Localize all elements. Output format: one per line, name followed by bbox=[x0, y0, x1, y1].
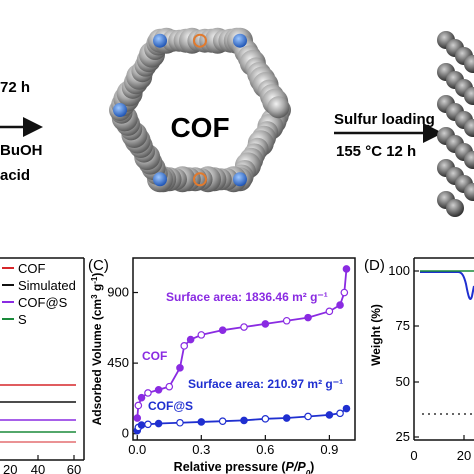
cofs-atom bbox=[464, 55, 474, 73]
framework-atom bbox=[267, 96, 290, 119]
y-tick-label: 900 bbox=[107, 285, 129, 300]
vertex-atom bbox=[153, 33, 167, 48]
panel-d-xtick-0: 0 bbox=[410, 448, 417, 463]
series-label-cofs: COF@S bbox=[148, 399, 193, 413]
isotherm-point bbox=[240, 323, 248, 331]
condition-acid: acid bbox=[0, 167, 30, 184]
panel-b-ticks: 20 40 60 bbox=[3, 455, 81, 474]
isotherm-point bbox=[180, 342, 189, 350]
sulfur-conditions-label: 155 °C 12 h bbox=[336, 143, 416, 160]
isotherm-point bbox=[197, 418, 206, 426]
vertex-atom bbox=[233, 172, 247, 187]
isotherm-point bbox=[261, 320, 270, 328]
panel-d-label: (D) bbox=[364, 257, 385, 274]
surface-area-cofs: Surface area: 210.97 m² g⁻¹ bbox=[188, 377, 343, 391]
surface-area-cof: Surface area: 1836.46 m² g⁻¹ bbox=[166, 290, 328, 304]
panel-c-frame bbox=[132, 257, 356, 441]
x-tick-label: 0.6 bbox=[256, 442, 274, 457]
series-label-cof: COF bbox=[142, 349, 167, 363]
isotherm-point bbox=[176, 364, 184, 372]
cofs-atom bbox=[464, 119, 474, 137]
isotherm-point bbox=[218, 417, 227, 425]
condition-time: 72 h bbox=[0, 79, 30, 96]
y-tick-label: 0 bbox=[122, 426, 129, 441]
panel-d: (D) Weight (%) 100 75 50 25 0 20 bbox=[364, 257, 474, 463]
cof-pore bbox=[144, 54, 256, 166]
legend-simulated: Simulated bbox=[18, 278, 76, 293]
isotherm-point bbox=[134, 401, 143, 410]
isotherm-point bbox=[197, 331, 206, 339]
cofs-atom bbox=[464, 183, 474, 201]
condition-solvent: BuOH bbox=[0, 142, 43, 159]
panel-d-ytick-50: 50 bbox=[396, 374, 410, 389]
benzene-ring-highlight bbox=[193, 33, 207, 48]
legend-cofs: COF@S bbox=[18, 295, 68, 310]
isotherm-point bbox=[137, 393, 146, 402]
panel-b-tick-0: 20 bbox=[3, 462, 17, 474]
panel-c: (C) Adsorbed Volume (cm3 g-1) Relative p… bbox=[88, 257, 356, 474]
panel-d-ytick-100: 100 bbox=[388, 263, 410, 278]
x-tick-label: 0.9 bbox=[320, 442, 338, 457]
top-scheme: 72 h BuOH acid COF Sulfur loading 155 °C… bbox=[0, 27, 474, 217]
panel-b-tick-1: 40 bbox=[31, 462, 45, 474]
panel-c-label: (C) bbox=[88, 257, 109, 274]
isotherm-point bbox=[186, 335, 195, 344]
isotherm-point bbox=[137, 421, 146, 429]
panel-d-ylabel: Weight (%) bbox=[369, 304, 383, 366]
benzene-ring-highlight bbox=[193, 172, 207, 187]
isotherm-point bbox=[336, 409, 344, 418]
isotherm-point bbox=[342, 404, 351, 413]
panel-b: COF Simulated COF@S S 20 40 60 bbox=[0, 257, 85, 474]
isotherm-point bbox=[165, 382, 174, 391]
isotherm-point bbox=[282, 316, 291, 325]
vertex-atom bbox=[233, 33, 247, 48]
legend-cof: COF bbox=[18, 261, 46, 276]
panel-d-ytick-25: 25 bbox=[396, 429, 410, 444]
isotherm-point bbox=[325, 411, 334, 419]
isotherm-point bbox=[261, 415, 270, 423]
isotherm-point bbox=[154, 419, 163, 428]
vertex-atom bbox=[153, 172, 167, 187]
panel-c-xlabel: Relative pressure (P/P0) bbox=[174, 460, 315, 474]
sulfur-loading-label: Sulfur loading bbox=[334, 111, 435, 128]
isotherm-point bbox=[218, 326, 227, 334]
cof-label: COF bbox=[170, 112, 229, 143]
isotherm-point bbox=[154, 385, 163, 394]
isotherm-point bbox=[282, 414, 291, 422]
legend-s: S bbox=[18, 312, 27, 327]
cof-framework-spheres bbox=[109, 27, 291, 193]
panel-c-ylabel: Adsorbed Volume (cm3 g-1) bbox=[90, 273, 105, 426]
isotherm-point bbox=[340, 288, 349, 297]
panel-c-ticks: 0.0 0.3 0.6 0.9 0 450 900 bbox=[107, 285, 338, 457]
panel-d-ticks: 100 75 50 25 0 20 bbox=[388, 263, 471, 463]
tga-trace-cofs bbox=[420, 271, 474, 301]
cofs-atom bbox=[464, 151, 474, 169]
panel-d-xtick-20: 20 bbox=[457, 448, 471, 463]
x-tick-label: 0.0 bbox=[128, 442, 146, 457]
isotherm-point bbox=[144, 420, 152, 429]
cofs-model bbox=[437, 31, 474, 217]
panel-b-legend: COF Simulated COF@S S bbox=[2, 261, 76, 327]
vertex-atom bbox=[113, 103, 127, 117]
isotherm-point bbox=[304, 313, 312, 322]
isotherm-point bbox=[176, 418, 184, 427]
isotherm-point bbox=[342, 265, 351, 273]
panel-b-tick-2: 60 bbox=[67, 462, 81, 474]
cofs-atom bbox=[464, 87, 474, 105]
isotherm-point bbox=[325, 307, 334, 316]
isotherm-point bbox=[144, 389, 152, 397]
isotherm-point bbox=[133, 414, 142, 422]
isotherm-point bbox=[304, 412, 312, 421]
panel-d-ytick-75: 75 bbox=[396, 318, 410, 333]
panel-c-plot bbox=[133, 265, 351, 435]
cofs-atom bbox=[446, 199, 464, 217]
isotherm-point bbox=[336, 301, 344, 309]
y-tick-label: 450 bbox=[107, 355, 129, 370]
isotherm-point bbox=[240, 416, 248, 425]
x-tick-label: 0.3 bbox=[192, 442, 210, 457]
cof-pore-model: COF bbox=[109, 27, 291, 193]
